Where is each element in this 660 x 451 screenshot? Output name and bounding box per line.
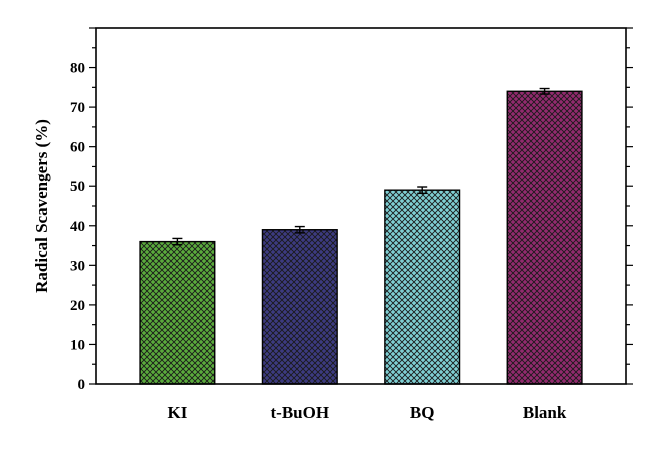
error-bar	[417, 186, 428, 195]
error-bar	[294, 225, 305, 234]
bar-t-buoh	[261, 229, 338, 385]
labels-layer: KI t-BuOH BQ Blank 0 10 20 30 40 50 60 70 80	[70, 61, 567, 422]
y-tick-label: 20	[70, 298, 85, 314]
x-tick-label: BQ	[410, 403, 435, 422]
y-tick-label: 0	[78, 377, 86, 393]
y-axis-title: Radical Scavengers (%)	[32, 119, 51, 293]
error-bar	[539, 87, 550, 95]
bars-layer	[139, 90, 583, 385]
x-tick-label: t-BuOH	[271, 403, 330, 422]
ticks-layer	[89, 27, 633, 385]
x-tick-label: Blank	[523, 403, 567, 422]
y-tick-label: 80	[70, 61, 85, 77]
y-tick-label: 50	[70, 179, 85, 195]
y-tick-label: 10	[70, 337, 85, 353]
bar-ki	[139, 240, 216, 385]
y-tick-label: 30	[70, 258, 85, 274]
y-tick-label: 60	[70, 140, 85, 156]
error-bars-layer	[172, 87, 550, 246]
x-tick-label: KI	[167, 403, 187, 422]
y-tick-label: 40	[70, 219, 85, 235]
error-bar	[172, 237, 183, 246]
bar-bq	[384, 189, 461, 385]
bar-blank	[506, 90, 583, 385]
y-tick-label: 70	[70, 100, 85, 116]
